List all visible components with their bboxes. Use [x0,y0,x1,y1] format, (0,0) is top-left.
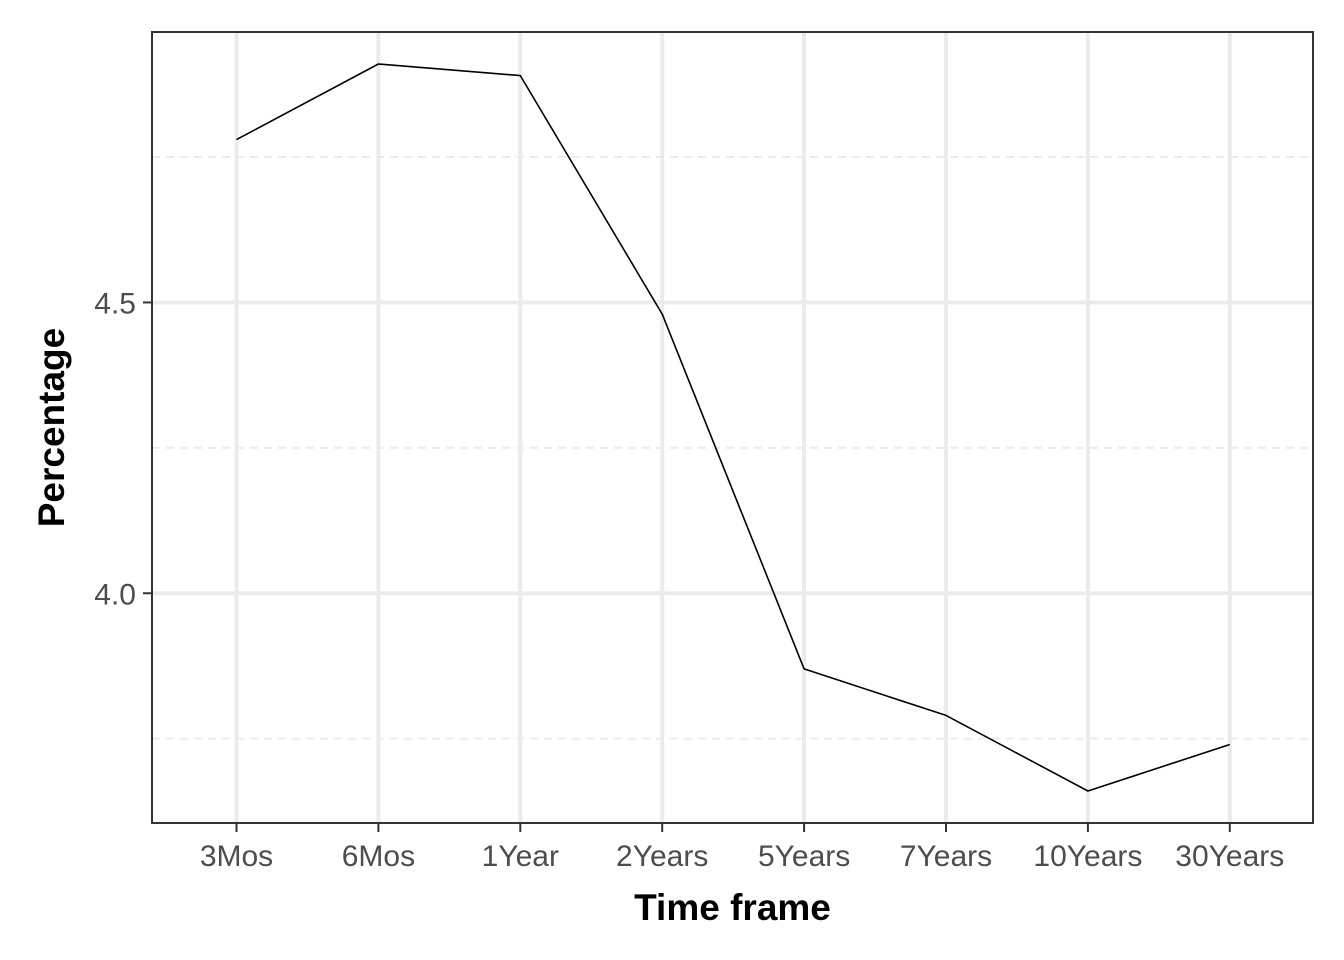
x-axis-title: Time frame [634,887,831,928]
series-line [236,63,1231,792]
x-tick-label: 1Year [482,840,559,873]
y-axis-title: Percentage [31,328,72,528]
x-tick-label: 3Mos [200,840,273,873]
y-tick-label: 4.0 [94,578,136,611]
x-tick-label: 2Years [616,840,708,873]
x-tick-label: 5Years [758,840,850,873]
panel-border [151,31,1314,824]
x-tick-label: 10Years [1033,840,1142,873]
x-tick-label: 7Years [900,840,992,873]
series-line-group [236,63,1231,792]
axes: 3Mos 6Mos 1Year 2Years 5Years 7Years 10Years 30… [94,287,1284,873]
y-tick-label: 4.5 [94,287,136,320]
x-tick-label: 30Years [1175,840,1284,873]
x-tick-label: 6Mos [342,840,415,873]
grid-lines [152,32,1313,823]
